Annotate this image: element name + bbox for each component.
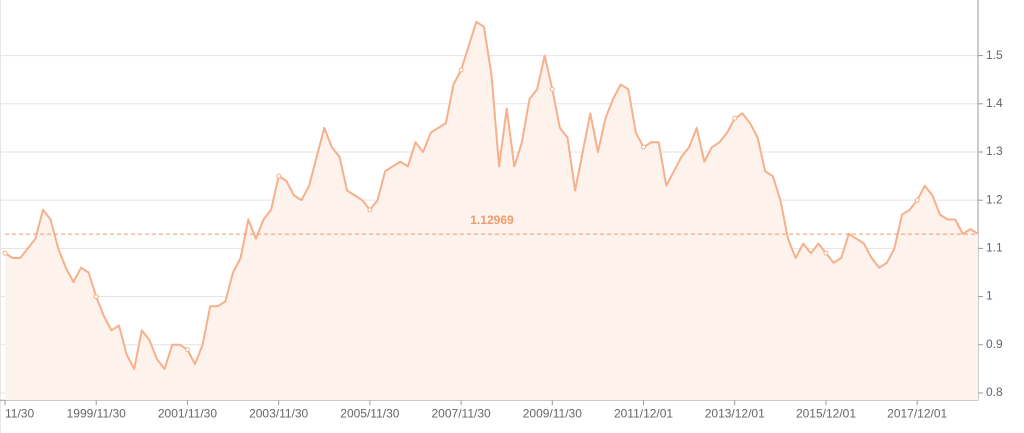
point <box>914 197 920 203</box>
line <box>4 20 979 370</box>
x-tick-label: 2007/11/30 <box>432 406 491 420</box>
x-tick-label: 2001/11/30 <box>158 406 217 420</box>
x-tick-label: 2017/12/01 <box>887 406 947 420</box>
x-tick-label: 2011/12/01 <box>614 406 673 420</box>
y-tick-label: 1.4 <box>986 96 1003 110</box>
point <box>823 250 829 256</box>
x-tick-label: 1999/11/30 <box>67 406 126 420</box>
point <box>641 144 647 150</box>
y-tick-label: 1.2 <box>986 192 1003 206</box>
x-tick-label: 2013/12/01 <box>705 406 765 420</box>
area <box>5 21 978 401</box>
y-tick-label: 1.3 <box>986 144 1003 158</box>
point <box>2 250 8 256</box>
point <box>367 207 373 213</box>
y-tick-label: 1.5 <box>986 48 1003 62</box>
point <box>184 347 190 353</box>
x-tick-label: 2003/11/30 <box>249 406 308 420</box>
point <box>93 294 99 300</box>
y-tick-label: 0.8 <box>986 385 1003 399</box>
point <box>276 173 282 179</box>
point <box>549 86 555 92</box>
x-tick-label: 2005/11/30 <box>340 406 399 420</box>
y-tick-label: 1 <box>986 289 993 303</box>
point <box>458 67 464 73</box>
point <box>732 115 738 121</box>
y-tick-label: 1.1 <box>986 241 1003 255</box>
x-tick-label: 2009/11/30 <box>523 406 582 420</box>
y-tick-label: 0.9 <box>986 337 1003 351</box>
x-tick-label: 11/30 <box>5 406 34 420</box>
reference-label: 1.12969 <box>470 213 514 227</box>
x-tick-label: 2015/12/01 <box>796 406 856 420</box>
